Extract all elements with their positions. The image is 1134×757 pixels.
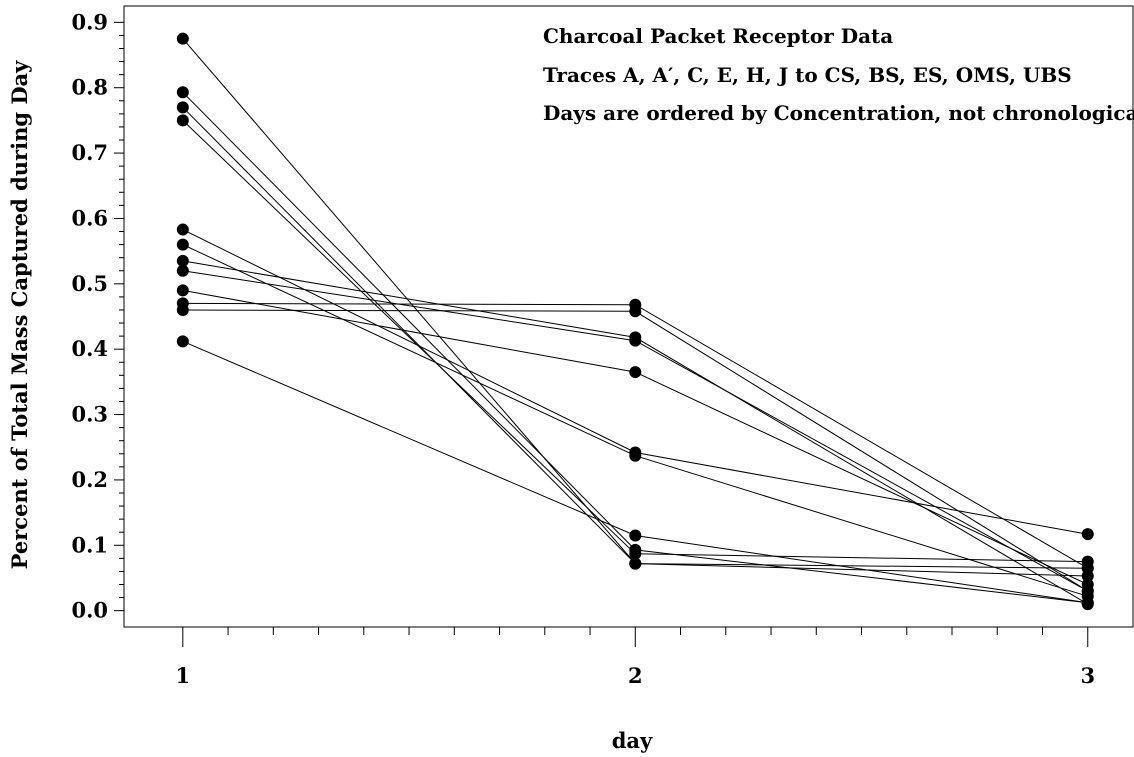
y-axis: 0.0 0.1 0.2 0.3 0.4 0.5 0.6 0.7 0.8 0.9	[71, 9, 124, 623]
data-point	[176, 86, 189, 99]
y-tick-label: 0.5	[71, 271, 108, 296]
x-tick-label: 1	[176, 663, 191, 688]
plot-border	[123, 5, 1134, 628]
data-point	[176, 303, 189, 316]
annotation-line-2: Traces A, A′, C, E, H, J to CS, BS, ES, …	[543, 63, 1072, 87]
data-point	[1081, 596, 1094, 609]
y-tick-label: 0.2	[71, 467, 108, 492]
series-line	[182, 270, 1089, 592]
data-point	[629, 449, 642, 462]
y-tick-label: 0.7	[71, 140, 108, 165]
x-axis: 1 2 3	[176, 627, 1095, 688]
y-tick-label: 0.3	[71, 402, 108, 427]
y-tick-label: 0.8	[71, 75, 108, 100]
data-point	[176, 114, 189, 127]
series-5	[176, 223, 1094, 541]
y-tick-label: 0.4	[71, 336, 108, 361]
y-tick-label: 0.6	[71, 205, 108, 230]
y-axis-label: Percent of Total Mass Captured during Da…	[7, 60, 32, 570]
data-point	[176, 335, 189, 348]
data-point	[176, 32, 189, 45]
y-tick-label: 0.0	[71, 598, 108, 623]
series-11	[176, 303, 1094, 598]
data-point	[629, 547, 642, 560]
series-12	[176, 335, 1094, 609]
data-point	[629, 305, 642, 318]
data-point	[1081, 562, 1094, 575]
data-point	[629, 366, 642, 379]
data-point	[629, 557, 642, 570]
data-point	[176, 264, 189, 277]
series-line	[182, 229, 1088, 535]
data-point	[176, 238, 189, 251]
plot-frame	[123, 5, 1134, 628]
series-9	[176, 284, 1094, 591]
series-line	[182, 244, 1088, 597]
data-point	[629, 529, 642, 542]
data-point	[176, 284, 189, 297]
y-tick-label: 0.1	[71, 532, 108, 557]
series-line	[182, 91, 1088, 604]
x-axis-label: day	[612, 728, 653, 753]
series-layer	[176, 32, 1094, 611]
data-point	[629, 334, 642, 347]
data-point	[176, 101, 189, 114]
x-tick-label: 2	[628, 663, 643, 688]
annotation-layer: Charcoal Packet Receptor Data Traces A, …	[543, 24, 1134, 125]
data-point	[176, 254, 189, 267]
data-point	[1081, 585, 1094, 598]
data-point	[176, 223, 189, 236]
annotation-line-3: Days are ordered by Concentration, not c…	[543, 101, 1134, 125]
x-tick-label: 3	[1080, 663, 1095, 688]
annotation-line-1: Charcoal Packet Receptor Data	[543, 24, 893, 48]
y-tick-label: 0.9	[71, 9, 108, 34]
data-point	[1081, 528, 1094, 541]
